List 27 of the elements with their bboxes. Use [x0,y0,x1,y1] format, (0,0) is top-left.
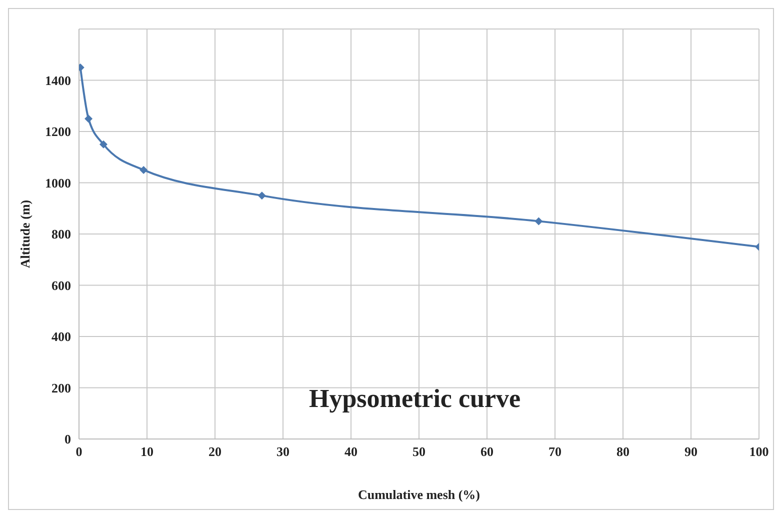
x-tick-label: 90 [684,444,698,460]
y-tick-label: 1200 [45,124,71,140]
y-tick-label: 200 [52,380,71,396]
y-axis-title: Altitude (m) [18,200,33,268]
x-tick-label: 70 [548,444,562,460]
x-tick-label: 80 [616,444,630,460]
point [258,192,266,200]
y-tick-label: 400 [52,329,71,344]
x-tick-label: 100 [749,444,769,460]
point [534,217,543,226]
x-tick-label: 30 [276,444,290,460]
x-tick-label: 40 [344,444,358,460]
point [84,114,93,123]
point [99,140,108,148]
y-tick-label: 1400 [45,72,71,88]
y-tick-label: 0 [64,432,71,447]
x-tick-label: 60 [480,444,494,460]
annotation: Hypsometric curve [309,384,521,414]
y-tick-label: 1000 [45,175,71,190]
point [140,166,148,174]
y-tick-label: 600 [52,278,71,293]
y-tick-label: 800 [52,226,71,242]
x-tick-label: 50 [412,444,426,460]
x-tick-label: 0 [76,444,82,460]
x-tick-label: 10 [140,444,154,460]
x-tick-label: 20 [208,444,222,460]
x-axis-title: Cumulative mesh (%) [358,487,480,502]
